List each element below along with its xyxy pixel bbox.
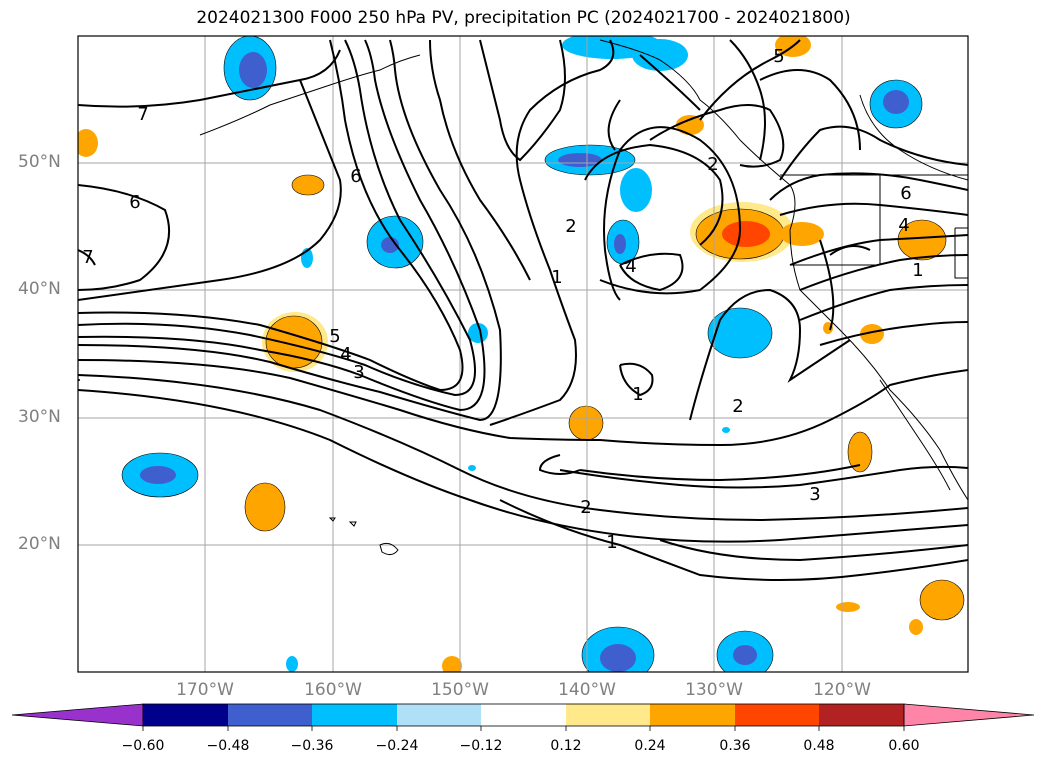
contour-label: 5	[773, 46, 784, 67]
colorbar	[11, 703, 1035, 731]
contour-label: 4	[625, 256, 636, 277]
contour-label: 7	[137, 104, 148, 125]
colorbar-tick-label: 0.24	[634, 738, 666, 754]
contour-label: 2	[580, 497, 591, 518]
map-plot-area	[78, 36, 968, 672]
lat-label: 20°N	[18, 534, 61, 554]
graticule	[78, 36, 968, 672]
contour-label: 1	[551, 267, 562, 288]
colorbar-segment	[566, 704, 650, 726]
colorbar-tick-label: 0.48	[803, 738, 835, 754]
colorbar-tick-label: −0.36	[290, 738, 334, 754]
contour-label: 6	[129, 192, 140, 213]
lon-label: 170°W	[176, 680, 234, 700]
pv-contours	[78, 39, 968, 581]
contour-label: 2	[732, 396, 743, 417]
colorbar-extend-left	[11, 703, 144, 727]
contour-label: 1	[606, 532, 617, 553]
lat-label: 50°N	[18, 152, 61, 172]
colorbar-tick-label: −0.12	[459, 738, 503, 754]
lon-label: 130°W	[685, 680, 743, 700]
contour-label: 7	[82, 247, 93, 268]
colorbar-tick-label: −0.48	[206, 738, 250, 754]
colorbar-segment	[481, 704, 566, 726]
colorbar-tick-label: 0.36	[719, 738, 751, 754]
colorbar-segment	[228, 704, 312, 726]
contour-label: 3	[809, 484, 820, 505]
contour-label: 3	[353, 362, 364, 383]
colorbar-segment	[143, 704, 228, 726]
lat-label: 30°N	[18, 407, 61, 427]
contour-labels: 7 6 7 5 4 3 2 1 1 2 3 2 1 4 2 6 4 1 5 6	[82, 46, 923, 553]
map-title: 2024021300 F000 250 hPa PV, precipitatio…	[196, 8, 851, 28]
colorbar-segment	[312, 704, 397, 726]
contour-label: 1	[632, 384, 643, 405]
contour-label: 2	[707, 154, 718, 175]
contour-label: 4	[898, 215, 909, 236]
coastlines	[199, 39, 968, 556]
contour-label: 2	[565, 216, 576, 237]
contour-label: 1	[912, 260, 923, 281]
contour-label: 5	[329, 326, 340, 347]
colorbar-tick-label: −0.24	[375, 738, 419, 754]
colorbar-segment	[397, 704, 481, 726]
lon-label: 150°W	[431, 680, 489, 700]
colorbar-tick-label: 0.12	[550, 738, 582, 754]
colorbar-tick-label: 0.60	[888, 738, 920, 754]
lon-label: 160°W	[304, 680, 362, 700]
colorbar-extend-right	[903, 703, 1035, 727]
colorbar-segment	[650, 704, 735, 726]
colorbar-segment	[819, 704, 904, 726]
contour-label: 6	[900, 183, 911, 204]
precip-shading	[78, 36, 965, 672]
lon-label: 140°W	[558, 680, 616, 700]
colorbar-segment	[735, 704, 819, 726]
colorbar-tick-label: −0.60	[121, 738, 165, 754]
map-frame	[77, 35, 969, 673]
contour-label: 6	[350, 166, 361, 187]
lon-label: 120°W	[813, 680, 871, 700]
lat-label: 40°N	[18, 279, 61, 299]
contour-label: 4	[340, 344, 351, 365]
